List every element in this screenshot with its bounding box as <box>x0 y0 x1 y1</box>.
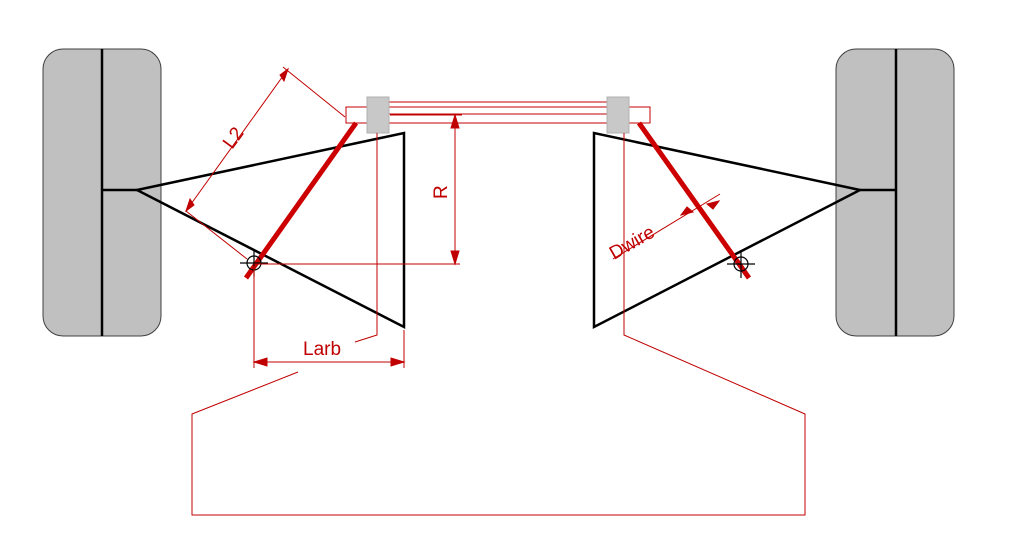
r-label: R <box>431 185 452 199</box>
right-wheel <box>835 48 955 337</box>
dwire-label: Dwire <box>606 222 659 264</box>
arb-outer-tube <box>345 106 651 124</box>
left-control-arm <box>133 131 406 330</box>
left-drop-link <box>243 121 359 280</box>
larb-label: Larb <box>303 339 341 360</box>
right-drop-link <box>636 121 752 280</box>
left-wheel <box>42 48 162 337</box>
r-dimension <box>254 113 462 266</box>
anti-roll-bar <box>345 96 651 134</box>
right-bushing <box>606 96 630 134</box>
l2-dimension <box>185 66 346 260</box>
dwire-dimension <box>612 193 721 260</box>
l2-label: L2 <box>219 123 248 152</box>
larb-dimension <box>252 266 406 368</box>
right-control-arm <box>592 131 864 330</box>
left-bushing <box>366 96 390 134</box>
bar-layout-outline <box>191 133 806 516</box>
right-pivot-marker <box>727 250 755 278</box>
